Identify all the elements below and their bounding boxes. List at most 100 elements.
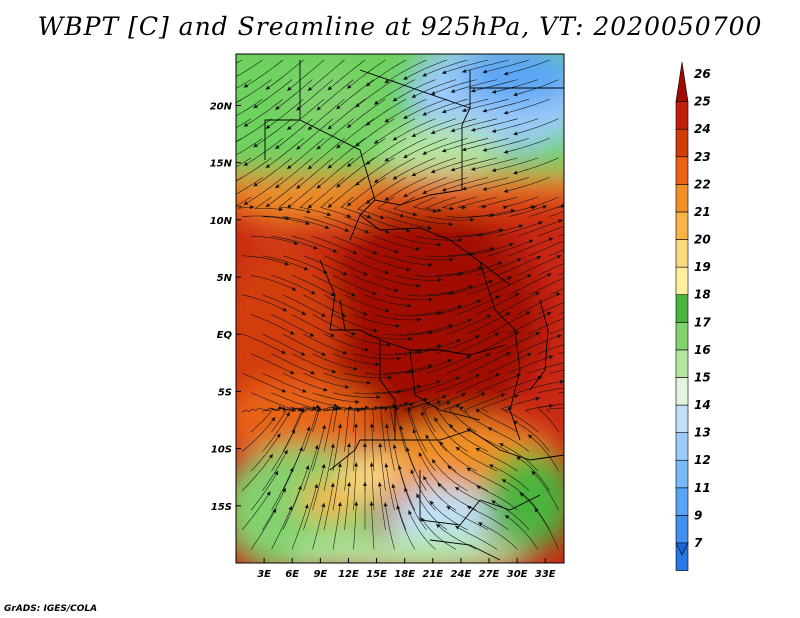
streamline-arrow (429, 500, 434, 506)
streamline (517, 334, 562, 354)
streamline (241, 372, 287, 393)
streamline-arrow (199, 156, 203, 160)
streamline (508, 205, 548, 217)
map-title: WBPT [C] and Sreamline at 925hPa, VT: 20… (37, 12, 763, 41)
lon-tick-label: 33E (535, 569, 556, 580)
streamline (412, 428, 436, 472)
streamline-arrow (455, 404, 461, 409)
streamline (503, 407, 539, 433)
streamline-arrow (461, 393, 467, 397)
streamline-arrow (501, 479, 507, 484)
streamline (332, 407, 361, 433)
streamline-arrow (536, 256, 542, 260)
streamline (365, 59, 407, 87)
streamline-arrow (297, 485, 302, 490)
streamline-arrow (406, 228, 411, 233)
streamline (316, 118, 354, 150)
streamline (405, 292, 454, 297)
streamline-arrow (363, 311, 368, 316)
streamline (458, 196, 498, 208)
streamline-arrow (221, 120, 225, 124)
streamline-arrow (364, 405, 369, 410)
streamline (537, 387, 564, 394)
streamline-arrow (475, 447, 480, 452)
streamline-arrow (466, 505, 472, 510)
streamline-arrow (591, 319, 595, 323)
streamline (241, 215, 290, 220)
streamline-arrow (403, 193, 408, 198)
streamline-arrow (555, 292, 561, 297)
streamline-arrow (506, 352, 511, 356)
streamline-arrow (576, 207, 580, 211)
streamline-arrow (462, 69, 467, 73)
streamline-arrow (449, 424, 454, 429)
colorbar-bottom-arrow (675, 542, 689, 556)
streamline (241, 255, 289, 266)
streamline (528, 318, 564, 335)
streamline (254, 196, 284, 210)
streamline-arrow (394, 249, 399, 254)
streamline (373, 314, 422, 321)
wbpt-field (199, 54, 595, 563)
streamline (488, 464, 530, 491)
colorbar-swatch (675, 459, 689, 489)
streamline (312, 353, 358, 370)
streamline (463, 393, 506, 413)
streamline-arrow (450, 128, 456, 133)
streamline-arrow (400, 213, 405, 218)
streamline-arrow (323, 387, 328, 392)
streamline (467, 209, 516, 217)
streamline (355, 157, 395, 186)
streamline (405, 324, 453, 335)
streamline (537, 225, 564, 237)
streamline-arrow (324, 225, 330, 230)
streamline (271, 407, 305, 433)
streamline-arrow (441, 70, 447, 75)
streamline-arrow (336, 183, 341, 188)
streamline (558, 391, 564, 394)
streamline-arrow (316, 106, 321, 111)
streamline (346, 138, 386, 168)
streamline-arrow (403, 75, 408, 80)
streamline-arrow (384, 79, 389, 84)
streamline-arrow (313, 245, 318, 250)
streamline (365, 98, 407, 126)
streamline (408, 510, 436, 550)
streamline-arrow (513, 131, 518, 136)
streamline (475, 447, 518, 472)
streamline-arrow (486, 315, 492, 319)
streamline (447, 465, 489, 491)
streamline (466, 428, 509, 452)
colorbar-swatch (675, 487, 689, 516)
streamline-arrow (422, 151, 427, 155)
colorbar-swatch (675, 377, 689, 406)
streamline (527, 434, 559, 472)
streamline (466, 505, 509, 531)
streamline (496, 221, 543, 237)
streamline-arrow (497, 261, 503, 266)
streamline-arrow (462, 108, 467, 113)
streamline (418, 452, 448, 491)
streamline (480, 394, 519, 413)
streamline (446, 353, 491, 374)
streamline (496, 291, 540, 315)
streamline-arrow (514, 394, 519, 399)
streamline-arrow (504, 515, 510, 520)
streamline-arrow (337, 423, 342, 428)
streamline (403, 177, 448, 198)
streamline (411, 118, 457, 138)
streamline-arrow (503, 149, 509, 154)
streamline (236, 79, 272, 104)
streamline-arrow (342, 271, 348, 276)
streamline (271, 235, 318, 250)
lat-tick-label: EQ (217, 330, 233, 341)
streamline (396, 504, 416, 550)
streamline (327, 98, 366, 130)
streamline (504, 514, 539, 550)
streamline-arrow (482, 147, 488, 152)
streamline (291, 353, 337, 373)
streamline (296, 157, 334, 190)
streamline-arrow (548, 237, 554, 242)
streamline-arrow (447, 359, 452, 364)
streamline (323, 408, 338, 452)
